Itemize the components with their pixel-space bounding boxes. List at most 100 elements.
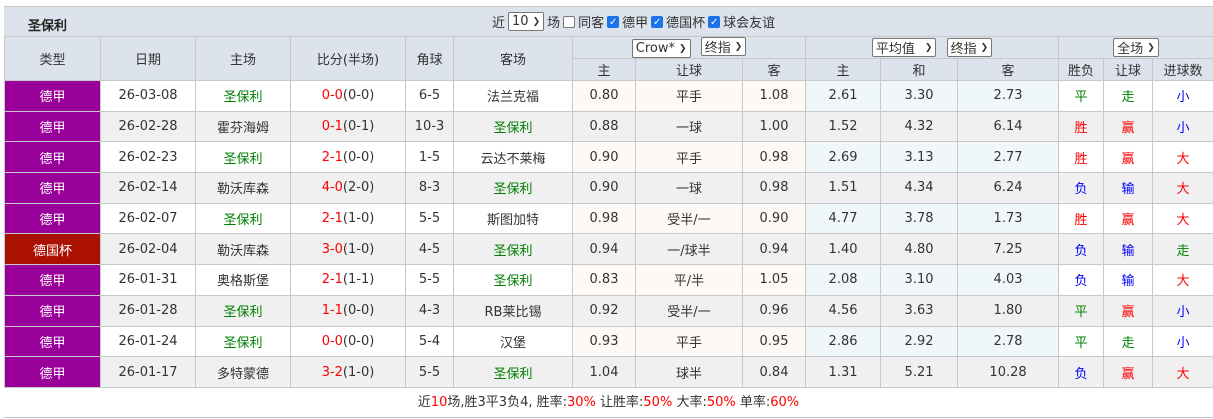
away-team[interactable]: 圣保利	[453, 172, 573, 204]
crow-home-odds: 0.98	[572, 202, 636, 235]
full-time-score: 2-1	[321, 211, 343, 227]
handicap-win-rate: 50%	[643, 395, 673, 410]
league-label: 德国杯	[666, 16, 706, 31]
handicap-line: 受半/一	[635, 202, 743, 235]
home-team[interactable]: 霍芬海姆	[195, 110, 291, 143]
filters: 近 10 ❯ 场 同客 ✓ 德甲 ✓ 德国杯 ✓ 球会友谊	[492, 12, 775, 31]
odds-type-select-2[interactable]: 终指 ❯	[946, 38, 993, 57]
period-select[interactable]: 全场 ❯	[1113, 38, 1159, 57]
crow-home-odds: 0.83	[572, 264, 636, 296]
corner-score: 5-5	[405, 356, 454, 388]
match-type[interactable]: 德国杯	[4, 233, 101, 266]
same-venue-label: 同客	[578, 16, 605, 31]
home-team[interactable]: 勒沃库森	[195, 233, 291, 266]
corner-score: 1-5	[405, 141, 454, 174]
chevron-down-icon: ❯	[679, 43, 687, 54]
league-checkbox-dfb-pokal[interactable]: ✓	[651, 15, 664, 28]
avg-select[interactable]: 平均值 ❯	[871, 38, 937, 57]
corner-score: 10-3	[405, 110, 454, 143]
league-checkbox-bundesliga[interactable]: ✓	[607, 15, 620, 28]
goals-result: 大	[1152, 172, 1213, 204]
avg-draw-odds: 3.78	[880, 202, 959, 235]
avg-home-odds: 2.61	[805, 80, 882, 112]
match-row: 德甲 26-03-08 圣保利 0-0(0-0) 6-5 法兰克福 0.80 平手 1.08 2.…	[4, 80, 1213, 112]
col-handicap-result: 让球	[1103, 58, 1154, 81]
score-cell[interactable]: 0-0(0-0)	[290, 80, 406, 112]
away-team[interactable]: 云达不莱梅	[453, 141, 573, 174]
handicap-result: 赢	[1103, 202, 1154, 235]
crow-away-odds: 0.84	[741, 356, 807, 388]
win-loss-result: 胜	[1058, 110, 1105, 143]
away-team[interactable]: 圣保利	[453, 264, 573, 296]
team-title: 圣保利	[28, 19, 68, 34]
home-team[interactable]: 奥格斯堡	[195, 264, 291, 296]
home-team[interactable]: 圣保利	[195, 325, 291, 358]
corner-score: 5-5	[405, 264, 454, 296]
avg-home-odds: 4.56	[805, 294, 882, 327]
score-cell[interactable]: 2-1(1-1)	[290, 264, 406, 296]
score-cell[interactable]: 0-1(0-1)	[290, 110, 406, 143]
company-select[interactable]: Crow* ❯	[631, 39, 691, 58]
home-team[interactable]: 圣保利	[195, 294, 291, 327]
match-type[interactable]: 德甲	[4, 264, 101, 296]
away-team[interactable]: 圣保利	[453, 356, 573, 388]
handicap-line: 一球	[635, 172, 743, 204]
score-cell[interactable]: 1-1(0-0)	[290, 294, 406, 327]
match-date: 26-01-28	[100, 294, 196, 327]
score-cell[interactable]: 2-1(1-0)	[290, 202, 406, 235]
home-team[interactable]: 圣保利	[195, 80, 291, 112]
full-time-score: 0-0	[321, 88, 343, 104]
score-cell[interactable]: 0-0(0-0)	[290, 325, 406, 358]
score-cell[interactable]: 3-0(1-0)	[290, 233, 406, 266]
match-date: 26-02-23	[100, 141, 196, 174]
half-time-score: (1-0)	[342, 211, 375, 227]
company-value: Crow*	[635, 41, 675, 56]
match-type[interactable]: 德甲	[4, 202, 101, 235]
away-team[interactable]: 圣保利	[453, 110, 573, 143]
match-type[interactable]: 德甲	[4, 294, 101, 327]
match-type[interactable]: 德甲	[4, 110, 101, 143]
avg-draw-odds: 4.32	[880, 110, 959, 143]
league-checkbox-friendly[interactable]: ✓	[708, 15, 721, 28]
away-team[interactable]: 汉堡	[453, 325, 573, 358]
col-corner: 角球	[405, 36, 454, 81]
away-team[interactable]: 法兰克福	[453, 80, 573, 112]
handicap-header: Crow* ❯ 终指 ❯	[571, 36, 807, 59]
avg-draw-odds: 3.30	[880, 80, 959, 112]
match-type[interactable]: 德甲	[4, 325, 101, 358]
period-value: 全场	[1117, 42, 1144, 57]
half-time-score: (0-0)	[342, 149, 375, 165]
match-count-select[interactable]: 10 ❯	[508, 12, 545, 31]
chevron-down-icon: ❯	[924, 42, 933, 53]
match-type[interactable]: 德甲	[4, 172, 101, 204]
same-venue-checkbox[interactable]	[563, 15, 576, 28]
score-cell[interactable]: 2-1(0-0)	[290, 141, 406, 174]
home-team[interactable]: 勒沃库森	[195, 172, 291, 204]
win-loss-result: 平	[1058, 325, 1105, 358]
handicap-result: 赢	[1103, 141, 1154, 174]
goals-result: 大	[1152, 141, 1213, 174]
match-type[interactable]: 德甲	[4, 80, 101, 112]
handicap-line: 球半	[635, 356, 743, 388]
handicap-line: 平手	[635, 141, 743, 174]
europe-odds-header: 平均值 ❯ 终指 ❯	[805, 36, 1060, 59]
corner-score: 8-3	[405, 172, 454, 204]
col-type: 类型	[4, 36, 101, 81]
home-team[interactable]: 多特蒙德	[195, 356, 291, 388]
score-cell[interactable]: 4-0(2-0)	[290, 172, 406, 204]
away-team[interactable]: 圣保利	[453, 233, 573, 266]
match-type[interactable]: 德甲	[4, 356, 101, 388]
match-type[interactable]: 德甲	[4, 141, 101, 174]
home-team[interactable]: 圣保利	[195, 202, 291, 235]
avg-draw-odds: 4.80	[880, 233, 959, 266]
away-team[interactable]: RB莱比锡	[453, 294, 573, 327]
avg-home-odds: 2.69	[805, 141, 882, 174]
away-team[interactable]: 斯图加特	[453, 202, 573, 235]
odds-type-select[interactable]: 终指 ❯	[700, 37, 747, 56]
home-team[interactable]: 圣保利	[195, 141, 291, 174]
goals-result: 小	[1152, 110, 1213, 143]
match-row: 德甲 26-01-24 圣保利 0-0(0-0) 5-4 汉堡 0.93 平手 0.95 2.86…	[4, 325, 1213, 358]
goals-result: 大	[1152, 264, 1213, 296]
score-cell[interactable]: 3-2(1-0)	[290, 356, 406, 388]
